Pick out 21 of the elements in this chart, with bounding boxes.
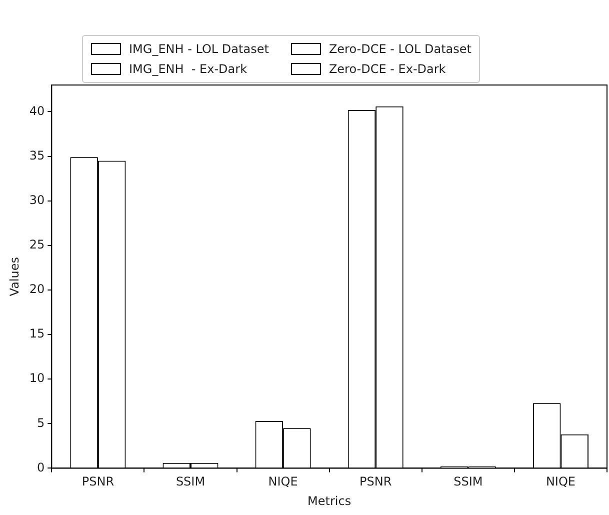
y-axis-title: Values [7, 256, 22, 296]
y-tick-label: 30 [29, 192, 45, 207]
y-tick-label: 25 [29, 238, 45, 252]
x-tick-label: NIQE [546, 474, 576, 489]
y-tick-label: 15 [29, 326, 45, 341]
legend-label: Zero-DCE - Ex-Dark [328, 62, 446, 76]
legend-label: IMG_ENH - LOL Dataset [129, 42, 269, 56]
y-tick-label: 0 [37, 460, 45, 474]
x-tick-label: PSNR [82, 474, 114, 489]
y-tick-label: 35 [29, 148, 45, 162]
y-tick-label: 5 [37, 416, 45, 430]
legend-label: IMG_ENH - Ex-Dark [129, 62, 248, 76]
y-tick-label: 40 [29, 104, 45, 118]
x-tick-label: NIQE [268, 474, 298, 489]
legend-label: Zero-DCE - LOL Dataset [328, 42, 472, 56]
x-tick-label: SSIM [176, 474, 206, 489]
x-tick-label: SSIM [454, 474, 483, 489]
x-tick-label: PSNR [360, 474, 392, 489]
x-axis-title: Metrics [308, 494, 352, 508]
y-tick-label: 20 [29, 282, 45, 296]
y-tick-label: 10 [29, 371, 45, 386]
